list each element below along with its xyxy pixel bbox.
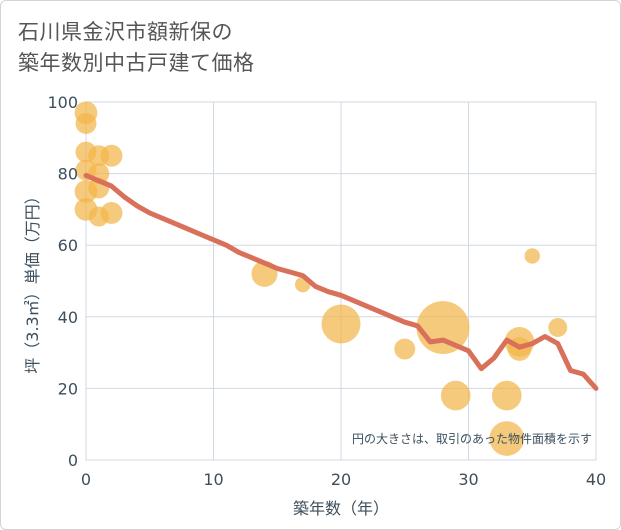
x-tick-label: 0 xyxy=(81,470,91,489)
y-tick-label: 0 xyxy=(68,451,78,470)
y-axis-title: 坪（3.3㎡）単価（万円） xyxy=(23,188,42,373)
grid-lines xyxy=(85,101,597,461)
bubble-point xyxy=(88,145,110,167)
bubble-point xyxy=(394,338,416,360)
y-tick-label: 80 xyxy=(58,165,78,184)
bubble-point xyxy=(548,318,568,338)
bubble-series xyxy=(74,101,568,456)
chart-title-line-2: 築年数別中古戸建て価格 xyxy=(18,51,255,75)
bubble-point xyxy=(440,380,471,411)
x-tick-label: 20 xyxy=(331,470,351,489)
x-tick-label: 10 xyxy=(203,470,223,489)
x-tick-label: 40 xyxy=(586,470,606,489)
x-axis-title: 築年数（年） xyxy=(293,499,389,518)
bubble-point xyxy=(75,112,97,134)
bubble-point xyxy=(489,421,525,456)
size-annotation: 円の大きさは、取引のあった物件面積を示す xyxy=(352,431,592,446)
bubble-point xyxy=(88,206,109,227)
plot-area xyxy=(85,101,597,461)
chart-title-line-1: 石川県金沢市額新保の xyxy=(18,20,233,44)
average-line-series xyxy=(83,172,599,391)
y-tick-label: 40 xyxy=(58,308,78,327)
y-tick-label: 100 xyxy=(47,93,78,112)
bubble-point xyxy=(321,304,361,344)
bubble-point xyxy=(491,380,522,411)
y-tick-label: 20 xyxy=(58,379,78,398)
axis-ticks: 0 20 40 60 80 100 0 10 20 30 40 xyxy=(47,93,606,489)
average-price-line xyxy=(83,172,599,391)
y-tick-label: 60 xyxy=(58,236,78,255)
bubble-point xyxy=(524,248,540,264)
x-tick-label: 30 xyxy=(458,470,478,489)
chart-title: 石川県金沢市額新保の 築年数別中古戸建て価格 xyxy=(18,17,255,79)
